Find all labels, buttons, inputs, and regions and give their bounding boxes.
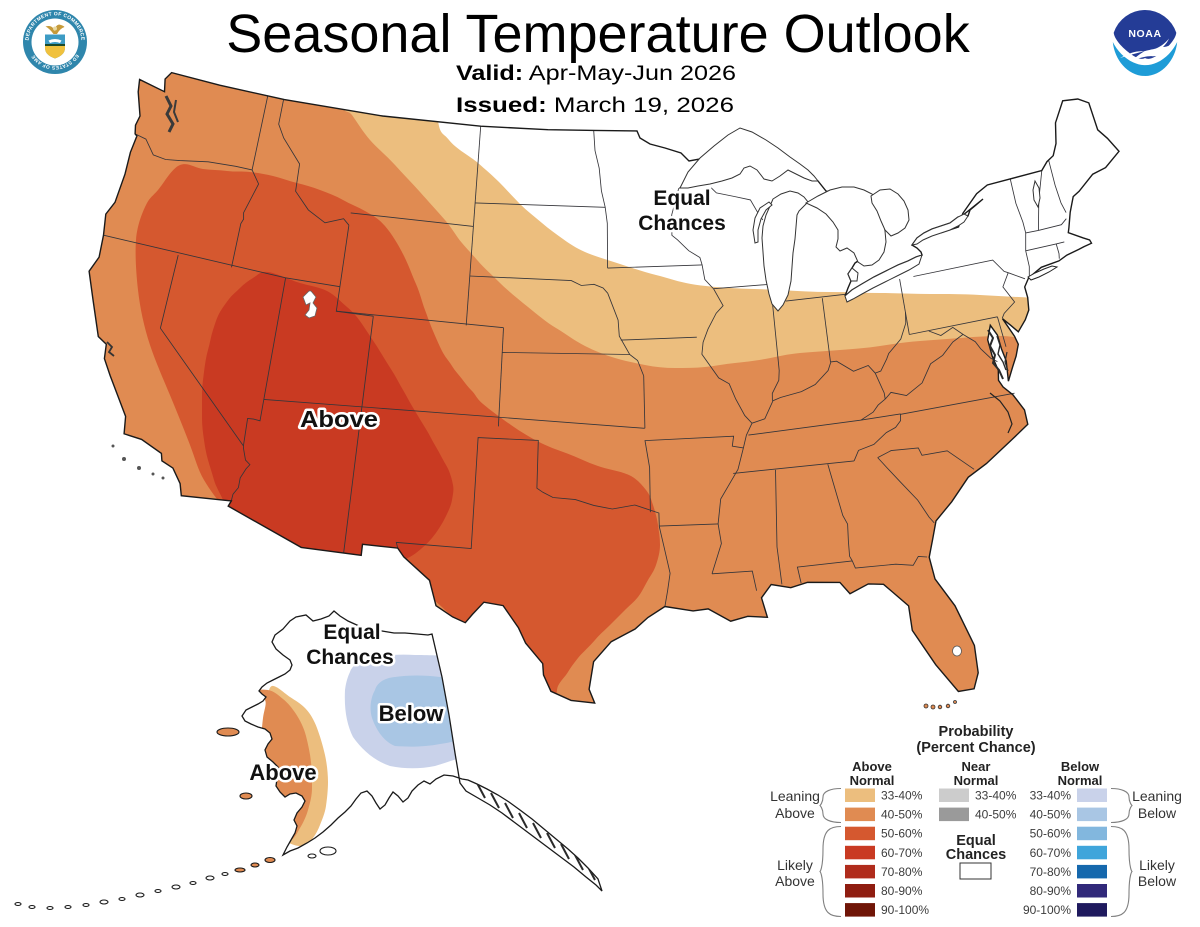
svg-text:Above: Above bbox=[300, 406, 378, 432]
svg-text:(Percent Chance): (Percent Chance) bbox=[916, 740, 1035, 756]
svg-text:Chances: Chances bbox=[946, 847, 1006, 863]
svg-text:80-90%: 80-90% bbox=[881, 884, 923, 898]
svg-text:Below: Below bbox=[1061, 759, 1100, 774]
svg-text:70-80%: 70-80% bbox=[881, 865, 923, 879]
svg-text:Equal: Equal bbox=[956, 833, 995, 849]
svg-text:Below: Below bbox=[1138, 805, 1177, 821]
svg-text:33-40%: 33-40% bbox=[881, 789, 923, 803]
svg-text:90-100%: 90-100% bbox=[881, 903, 929, 917]
svg-text:Above: Above bbox=[775, 873, 815, 889]
svg-text:33-40%: 33-40% bbox=[975, 789, 1017, 803]
svg-text:Equal: Equal bbox=[653, 187, 710, 210]
svg-text:Likely: Likely bbox=[777, 857, 813, 873]
svg-text:80-90%: 80-90% bbox=[1030, 884, 1072, 898]
svg-text:Equal: Equal bbox=[323, 621, 380, 644]
svg-text:60-70%: 60-70% bbox=[1030, 846, 1072, 860]
svg-text:Leaning: Leaning bbox=[1132, 788, 1182, 804]
svg-text:Seasonal Temperature Outlook: Seasonal Temperature Outlook bbox=[226, 4, 970, 64]
svg-text:Normal: Normal bbox=[850, 773, 895, 788]
svg-text:Likely: Likely bbox=[1139, 857, 1175, 873]
svg-text:Normal: Normal bbox=[1058, 773, 1103, 788]
svg-text:Chances: Chances bbox=[306, 646, 394, 669]
svg-text:Leaning: Leaning bbox=[770, 788, 820, 804]
svg-text:Valid: Apr-May-Jun 2026: Valid: Apr-May-Jun 2026 bbox=[456, 61, 736, 85]
svg-text:Chances: Chances bbox=[638, 212, 726, 235]
svg-text:70-80%: 70-80% bbox=[1030, 865, 1072, 879]
svg-text:Above: Above bbox=[852, 759, 892, 774]
svg-text:Near: Near bbox=[962, 759, 991, 774]
svg-text:Above: Above bbox=[775, 805, 815, 821]
svg-text:Issued: March 19, 2026: Issued: March 19, 2026 bbox=[456, 93, 734, 117]
svg-text:40-50%: 40-50% bbox=[975, 808, 1017, 822]
svg-text:Normal: Normal bbox=[954, 773, 999, 788]
svg-text:33-40%: 33-40% bbox=[1030, 789, 1072, 803]
svg-text:40-50%: 40-50% bbox=[1030, 808, 1072, 822]
svg-text:NOAA: NOAA bbox=[1128, 28, 1161, 40]
svg-text:Below: Below bbox=[379, 701, 445, 726]
svg-text:50-60%: 50-60% bbox=[1030, 827, 1072, 841]
svg-text:50-60%: 50-60% bbox=[881, 827, 923, 841]
svg-text:Below: Below bbox=[1138, 873, 1177, 889]
svg-text:60-70%: 60-70% bbox=[881, 846, 923, 860]
svg-text:90-100%: 90-100% bbox=[1023, 903, 1071, 917]
svg-text:Above: Above bbox=[249, 760, 316, 785]
svg-text:Probability: Probability bbox=[939, 724, 1014, 740]
svg-text:40-50%: 40-50% bbox=[881, 808, 923, 822]
